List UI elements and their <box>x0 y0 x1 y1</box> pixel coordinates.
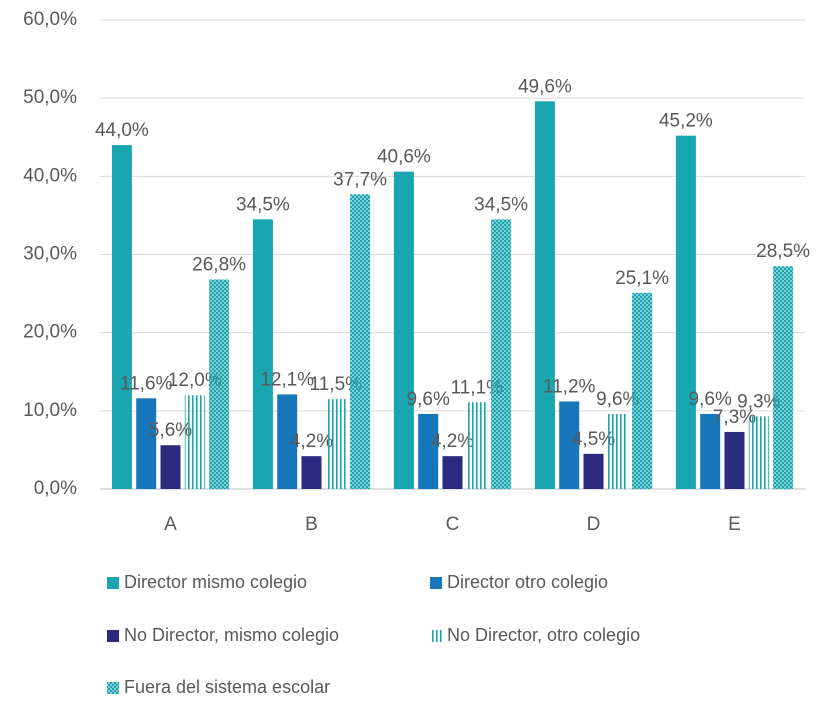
bar <box>160 445 181 489</box>
value-label: 37,7% <box>333 169 387 190</box>
bar <box>277 394 298 489</box>
value-label: 4,2% <box>290 431 333 452</box>
x-tick-label: B <box>305 514 318 535</box>
value-label: 4,2% <box>431 431 474 452</box>
y-tick-label: 20,0% <box>23 322 77 343</box>
legend-swatch <box>107 682 119 694</box>
bar <box>491 219 512 489</box>
legend-label: No Director, otro colegio <box>447 625 640 645</box>
legend-label: No Director, mismo colegio <box>124 625 339 645</box>
value-label: 49,6% <box>518 76 572 97</box>
value-label: 28,5% <box>756 241 810 262</box>
value-label: 34,5% <box>474 194 528 215</box>
value-label: 26,8% <box>192 255 246 276</box>
value-label: 7,3% <box>713 407 756 428</box>
bar <box>773 266 794 489</box>
value-label: 9,3% <box>737 391 780 412</box>
bar <box>724 431 745 489</box>
x-tick-label: E <box>728 514 741 535</box>
value-label: 11,2% <box>543 376 596 397</box>
y-tick-label: 40,0% <box>23 165 77 186</box>
value-label: 9,6% <box>689 389 732 410</box>
bar <box>675 135 696 490</box>
value-label: 12,1% <box>260 369 314 390</box>
bar <box>136 398 157 489</box>
value-label: 11,6% <box>120 373 173 394</box>
legend-label: Director otro colegio <box>447 572 608 592</box>
bar <box>301 456 322 489</box>
bar <box>393 171 414 490</box>
y-tick-label: 10,0% <box>23 400 77 421</box>
x-tick-label: A <box>164 514 177 535</box>
value-label: 45,2% <box>659 111 713 132</box>
bar <box>252 219 273 489</box>
bar <box>632 292 653 489</box>
legend-swatch <box>107 577 119 589</box>
bar <box>559 401 580 489</box>
value-label: 34,5% <box>236 194 290 215</box>
y-tick-label: 50,0% <box>23 87 77 108</box>
bar <box>748 416 769 489</box>
y-tick-label: 0,0% <box>34 478 77 499</box>
bar <box>534 101 555 489</box>
legend-swatch <box>430 630 442 642</box>
value-label: 9,6% <box>596 389 639 410</box>
bar <box>700 413 721 489</box>
legend-label: Director mismo colegio <box>124 572 307 592</box>
bar <box>350 194 371 490</box>
value-label: 11,5% <box>310 374 363 395</box>
legend-swatch <box>107 630 119 642</box>
bar <box>466 402 487 489</box>
value-label: 40,6% <box>377 147 431 168</box>
value-label: 9,6% <box>407 389 450 410</box>
x-tick-label: D <box>587 514 601 535</box>
bar <box>184 395 205 489</box>
legend-label: Fuera del sistema escolar <box>124 677 330 697</box>
bar <box>209 279 230 489</box>
bar <box>111 145 132 490</box>
value-label: 11,1% <box>451 377 504 398</box>
value-label: 44,0% <box>95 120 149 141</box>
bar <box>325 399 346 489</box>
value-label: 5,6% <box>149 420 192 441</box>
value-label: 12,0% <box>168 370 222 391</box>
y-tick-label: 30,0% <box>23 244 77 265</box>
value-label: 4,5% <box>572 429 615 450</box>
bar <box>583 453 604 489</box>
bar <box>418 413 439 489</box>
bar <box>607 413 628 489</box>
bar <box>442 456 463 489</box>
legend-swatch <box>430 577 442 589</box>
y-tick-label: 60,0% <box>23 9 77 30</box>
x-tick-label: C <box>446 514 460 535</box>
value-label: 25,1% <box>615 268 669 289</box>
